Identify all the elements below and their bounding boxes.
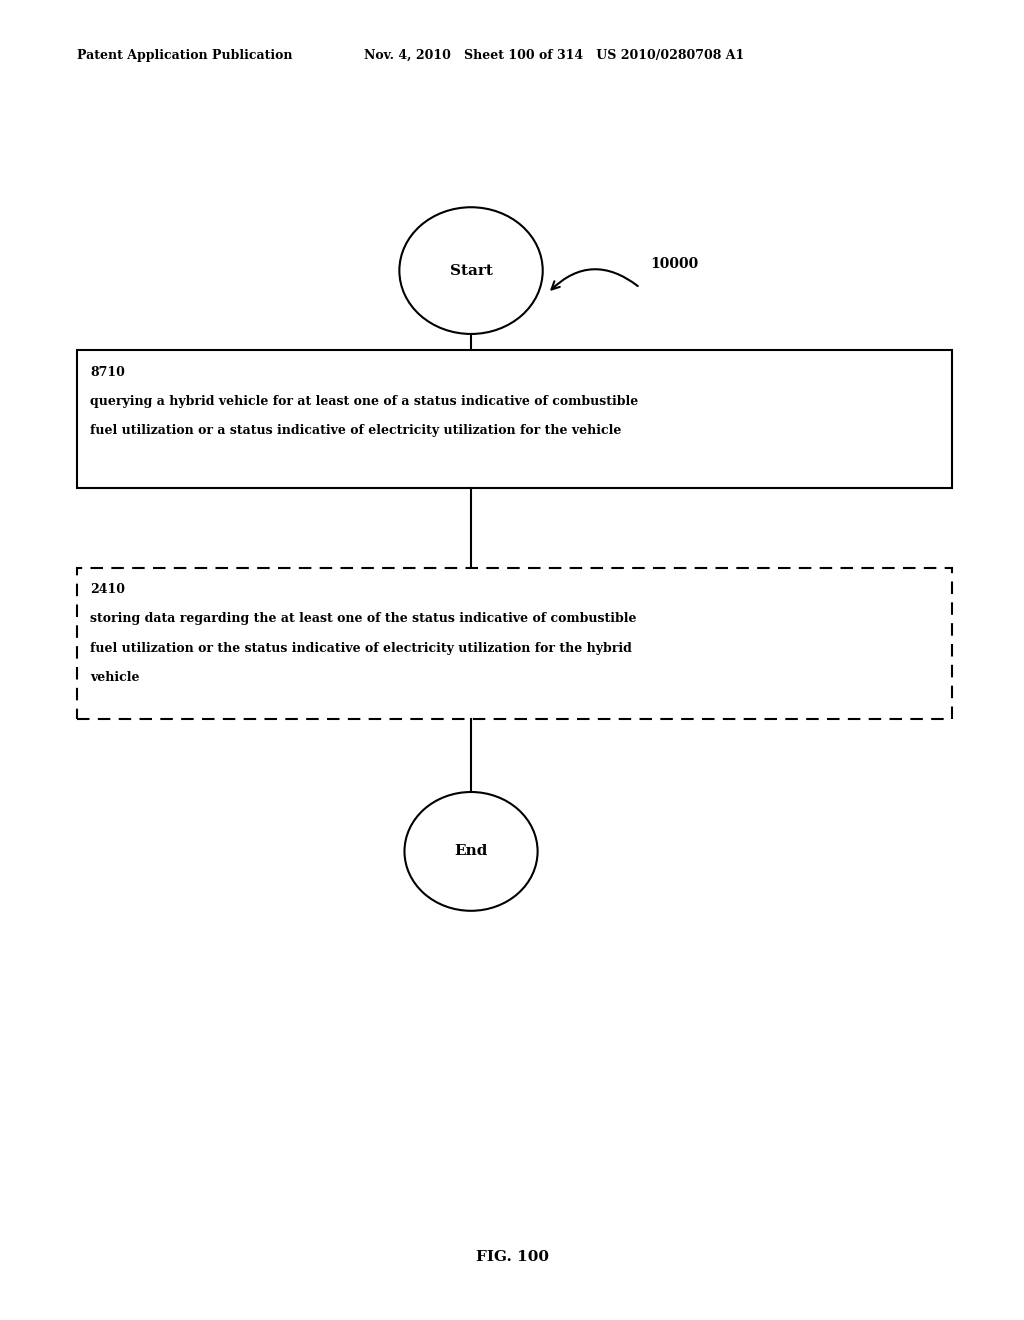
Text: fuel utilization or the status indicative of electricity utilization for the hyb: fuel utilization or the status indicativ… — [90, 642, 632, 655]
Text: End: End — [455, 845, 487, 858]
Text: Patent Application Publication: Patent Application Publication — [77, 49, 292, 62]
Bar — [77, 350, 952, 488]
Text: storing data regarding the at least one of the status indicative of combustible: storing data regarding the at least one … — [90, 612, 637, 626]
Text: Nov. 4, 2010   Sheet 100 of 314   US 2010/0280708 A1: Nov. 4, 2010 Sheet 100 of 314 US 2010/02… — [364, 49, 743, 62]
Text: Start: Start — [450, 264, 493, 277]
Text: 10000: 10000 — [650, 257, 698, 271]
Bar — [77, 568, 952, 719]
Ellipse shape — [404, 792, 538, 911]
FancyArrowPatch shape — [552, 269, 638, 289]
Text: 2410: 2410 — [90, 583, 125, 597]
Ellipse shape — [399, 207, 543, 334]
Text: querying a hybrid vehicle for at least one of a status indicative of combustible: querying a hybrid vehicle for at least o… — [90, 395, 638, 408]
Text: FIG. 100: FIG. 100 — [475, 1250, 549, 1263]
Text: vehicle: vehicle — [90, 671, 139, 684]
Text: fuel utilization or a status indicative of electricity utilization for the vehic: fuel utilization or a status indicative … — [90, 424, 622, 437]
Text: 8710: 8710 — [90, 366, 125, 379]
